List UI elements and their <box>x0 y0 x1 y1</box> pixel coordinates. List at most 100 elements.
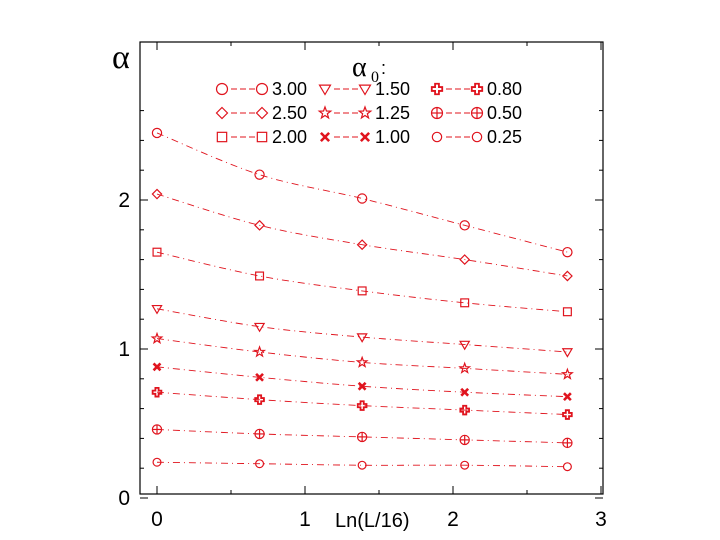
legend-marker-right <box>470 82 484 96</box>
series-line-0.25 <box>156 461 568 468</box>
legend-marker-left <box>431 131 443 143</box>
data-point-3.00 <box>562 246 573 258</box>
legend-entry: 3.00 <box>215 79 307 99</box>
legend-entry: 0.50 <box>430 103 522 123</box>
legend-label: 1.00 <box>375 127 410 147</box>
data-point-2.50 <box>561 270 573 282</box>
legend-marker-right <box>255 82 269 96</box>
series-line-1.25 <box>156 338 568 375</box>
legend-label: 2.50 <box>272 103 307 123</box>
data-point-1.25 <box>150 331 164 345</box>
legend-entry: 1.25 <box>317 103 410 123</box>
series-line-0.80 <box>156 391 568 416</box>
data-point-2.00 <box>255 271 265 281</box>
data-point-1.00 <box>357 381 367 391</box>
data-point-2.50 <box>151 188 163 200</box>
data-point-0.50 <box>151 424 163 435</box>
legend-label: 2.00 <box>272 127 307 147</box>
axis-ticks: 0 1 2 3 0 1 2 <box>118 42 607 531</box>
x-tick-label: 2 <box>447 508 459 531</box>
data-point-1.00 <box>460 387 470 397</box>
data-point-0.25 <box>562 462 572 472</box>
data-point-2.50 <box>356 239 368 251</box>
legend-entry: 2.00 <box>216 127 307 147</box>
legend-marker-left <box>215 106 229 120</box>
y-tick-label: 0 <box>118 487 130 510</box>
data-point-0.80 <box>459 404 470 416</box>
legend-entry: 0.80 <box>430 79 522 99</box>
y-tick-label: 1 <box>118 338 130 361</box>
legend-entry: 2.50 <box>215 103 307 123</box>
data-point-0.25 <box>357 460 367 470</box>
data-point-0.50 <box>254 428 265 440</box>
legend-marker-left <box>215 82 229 96</box>
data-point-0.25 <box>460 460 470 470</box>
legend-marker-left <box>216 131 228 143</box>
series-line-1.50 <box>156 308 568 353</box>
x-tick-label: 0 <box>151 508 163 531</box>
legend-marker-left <box>318 84 332 96</box>
legend-title-colon: : <box>381 58 386 78</box>
data-point-0.50 <box>562 437 573 449</box>
legend-marker-right <box>470 106 484 120</box>
data-point-0.50 <box>356 431 368 443</box>
legend-marker-right <box>358 84 372 96</box>
data-point-2.50 <box>459 254 471 266</box>
legend-label: 1.25 <box>375 103 410 123</box>
data-point-3.00 <box>459 220 470 231</box>
legend-label: 3.00 <box>272 79 307 99</box>
y-axis-title: α <box>112 39 130 76</box>
data-point-1.00 <box>152 362 162 372</box>
series-line-3.00 <box>156 132 568 253</box>
data-point-1.00 <box>255 372 264 382</box>
data-point-0.80 <box>254 394 265 405</box>
legend-marker-right <box>471 131 483 143</box>
series-line-2.00 <box>156 251 568 313</box>
data-point-1.50 <box>151 304 163 315</box>
data-point-1.00 <box>563 392 572 402</box>
svg-text:α: α <box>352 52 367 83</box>
data-point-1.25 <box>458 361 472 374</box>
data-point-0.25 <box>152 457 162 467</box>
data-point-1.50 <box>356 333 368 343</box>
legend-label: 0.50 <box>487 103 522 123</box>
plot-frame <box>139 41 604 495</box>
legend-title-alpha: α <box>352 52 367 83</box>
data-point-2.00 <box>460 298 470 308</box>
legend-marker-right <box>357 105 373 120</box>
data-point-3.00 <box>356 193 368 204</box>
legend-marker-right <box>255 106 269 120</box>
legend-label: 1.50 <box>375 79 410 99</box>
x-tick-label: 1 <box>299 508 311 531</box>
legend-marker-left <box>317 105 333 120</box>
legend-entry: 0.25 <box>431 127 522 147</box>
legend-title: α 0 : <box>352 52 386 86</box>
data-point-3.00 <box>151 127 163 139</box>
legend-entry: 1.50 <box>318 79 410 99</box>
data-point-1.25 <box>253 345 267 358</box>
legend-marker-left <box>430 82 444 96</box>
data-point-2.00 <box>357 286 367 296</box>
legend-label: 0.80 <box>487 79 522 99</box>
legend-marker-right <box>359 131 371 143</box>
data-point-0.50 <box>459 434 470 446</box>
legend-marker-left <box>430 106 444 120</box>
legend-title-sub: 0 <box>371 69 379 86</box>
data-point-1.25 <box>560 367 574 380</box>
x-axis-title: Ln(L/16) <box>335 510 410 532</box>
data-point-1.50 <box>459 340 471 351</box>
series-line-1.00 <box>156 366 568 398</box>
data-point-2.00 <box>562 307 572 317</box>
series-line-2.50 <box>156 193 568 277</box>
data-point-1.25 <box>355 355 369 368</box>
legend: 3.00 2.50 2.00 1.50 1.25 1.00 0.80 0.50 0.25 <box>215 79 522 147</box>
series-lines <box>156 132 568 468</box>
data-point-1.50 <box>253 322 266 333</box>
data-point-0.80 <box>151 386 163 398</box>
series-line-0.50 <box>156 429 568 444</box>
legend-marker-left <box>319 131 331 143</box>
data-point-0.25 <box>255 459 265 469</box>
legend-label: 0.25 <box>487 127 522 147</box>
data-point-1.50 <box>561 348 574 358</box>
